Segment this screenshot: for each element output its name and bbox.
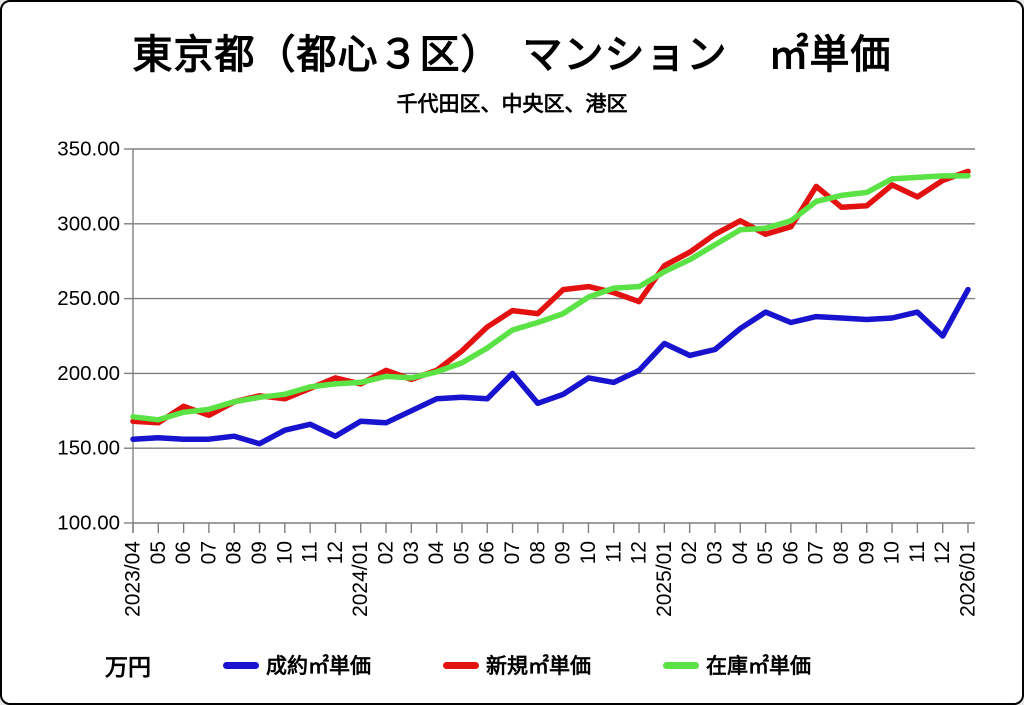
x-tick-label: 2023/04: [122, 541, 145, 617]
x-tick-label: 04: [425, 541, 448, 565]
x-tick-label: 08: [223, 541, 246, 564]
x-tick-label: 02: [678, 541, 701, 564]
legend-item-1: 新規㎡単価: [443, 650, 591, 680]
y-tick-label: 150.00: [57, 437, 120, 460]
unit-label: 万円: [105, 654, 151, 680]
legend-item-2: 在庫㎡単価: [663, 650, 811, 680]
y-tick-label: 350.00: [57, 138, 120, 161]
legend-item-0: 成約㎡単価: [223, 650, 371, 680]
legend-swatch-icon: [223, 661, 259, 669]
x-tick-label: 11: [602, 541, 625, 563]
x-tick-label: 10: [881, 541, 904, 564]
x-tick-label: 09: [248, 541, 271, 564]
series-line-2: [130, 173, 971, 423]
x-tick-label: 07: [805, 541, 828, 564]
x-tick-label: 11: [299, 541, 322, 563]
legend-swatch-icon: [443, 661, 479, 669]
x-tick-label: 12: [628, 541, 651, 564]
chart-title: 東京都（都心３区） マンション ㎡単価: [132, 33, 892, 77]
x-tick-label: 10: [273, 541, 296, 564]
x-tick-label: 05: [147, 541, 170, 564]
y-tick-label: 300.00: [57, 212, 120, 235]
series-line-0: [130, 286, 971, 447]
x-tick-label: 2024/01: [349, 541, 372, 617]
chart-subtitle: 千代田区、中央区、港区: [396, 93, 628, 116]
y-tick-label: 250.00: [57, 287, 120, 310]
x-tick-label: 05: [450, 541, 473, 564]
x-tick-label: 07: [197, 541, 220, 564]
x-tick-label: 04: [729, 541, 752, 565]
x-tick-label: 02: [375, 541, 398, 564]
legend: 万円 成約㎡単価 新規㎡単価 在庫㎡単価: [105, 648, 883, 682]
y-tick-label: 200.00: [57, 362, 120, 385]
x-tick-label: 2025/01: [653, 541, 676, 617]
x-tick-label: 06: [476, 541, 499, 564]
x-tick-label: 09: [552, 541, 575, 564]
legend-label: 成約㎡単価: [266, 655, 371, 678]
x-tick-label: 07: [501, 541, 524, 564]
x-tick-label: 06: [172, 541, 195, 564]
x-tick-label: 06: [779, 541, 802, 564]
x-tick-label: 08: [526, 541, 549, 564]
legend-label: 新規㎡単価: [486, 655, 591, 678]
x-tick-label: 11: [906, 541, 929, 563]
legend-label: 在庫㎡単価: [706, 655, 811, 678]
series-line-1: [130, 168, 971, 426]
x-tick-label: 03: [703, 541, 726, 564]
x-tick-label: 05: [754, 541, 777, 564]
x-tick-label: 12: [324, 541, 347, 564]
x-tick-label: 08: [830, 541, 853, 564]
x-tick-label: 12: [931, 541, 954, 564]
legend-swatch-icon: [663, 661, 699, 669]
x-tick-label: 10: [577, 541, 600, 564]
x-tick-label: 09: [855, 541, 878, 564]
x-tick-label: 2026/01: [957, 541, 980, 617]
x-tick-label: 03: [400, 541, 423, 564]
y-tick-label: 100.00: [57, 512, 120, 535]
